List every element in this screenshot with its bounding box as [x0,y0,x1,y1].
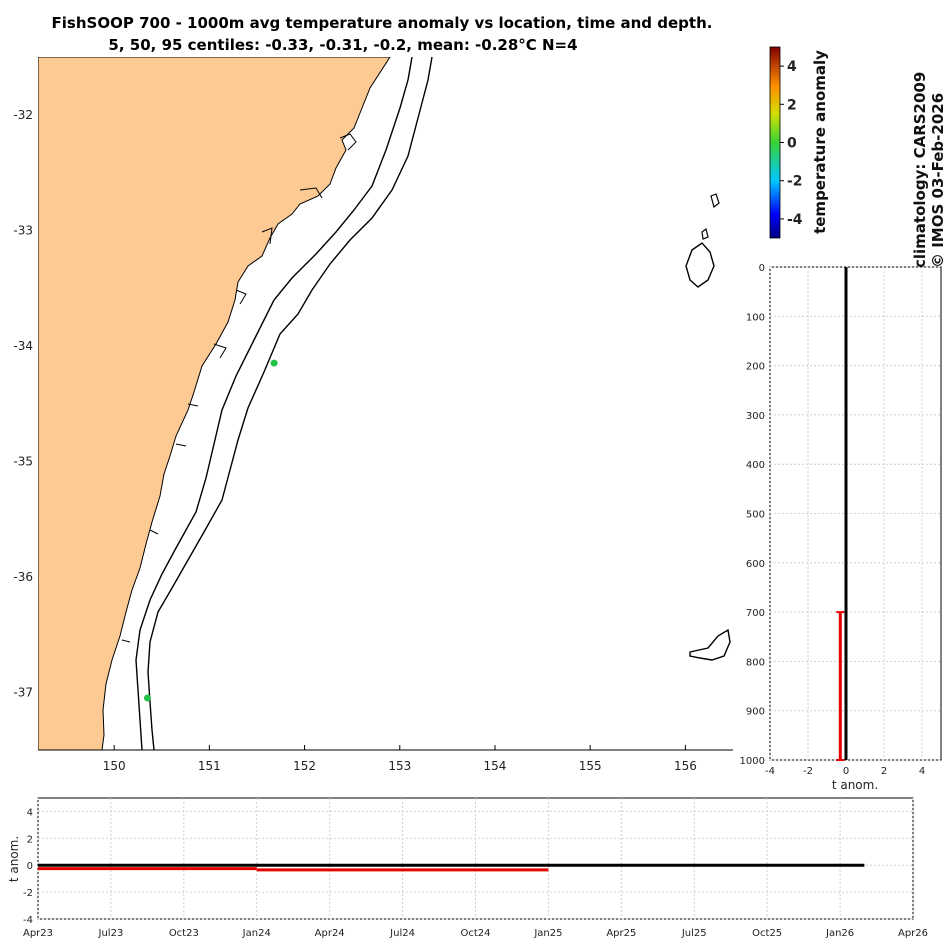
ts-xtick-label: Apr25 [606,928,636,939]
offshore-island-south [689,628,731,661]
map-ytick-label: -34 [13,339,33,353]
ts-ytick-label: -2 [23,888,33,899]
profile-xtick-label: -2 [803,766,813,777]
colorbar-tick-label: -4 [787,212,803,228]
ts-ytick-label: -4 [23,915,33,926]
profile-ytick-label: 100 [746,312,765,323]
map-data-point [143,694,151,702]
map-panel: 150 151 152 153 154 155 156 -32 -33 -34 -35 -36 -37 [13,57,733,773]
ts-xtick-label: Jan24 [242,928,271,939]
map-ytick-label: -33 [13,223,33,237]
ts-xtick-label: Apr24 [315,928,345,939]
profile-ytick-label: 1000 [740,756,765,767]
profile-ytick-label: 200 [746,362,765,373]
profile-xtick-label: 2 [881,766,887,777]
depth-contour-inner [135,57,413,750]
colorbar-tick-label: 2 [787,97,797,113]
map-ytick-label: -35 [13,454,33,468]
timeseries-ylabel: t anom. [7,836,21,882]
profile-ytick-label: 700 [746,608,765,619]
coastline-land [38,57,391,750]
ts-xtick-label: Oct25 [752,928,782,939]
offshore-islet-2 [701,227,709,240]
profile-ytick-label: 800 [746,657,765,668]
offshore-island-north [685,242,715,288]
coast-detail [121,133,357,643]
colorbar-gradient [769,46,781,239]
colorbar-label: temperature anomaly [811,50,829,234]
profile-ytick-label: 600 [746,559,765,570]
offshore-islet-1 [710,193,720,209]
profile-ytick-label: 0 [759,263,765,274]
profile-ytick-label: 300 [746,411,765,422]
profile-ytick-label: 400 [746,460,765,471]
map-xtick-label: 154 [484,759,507,773]
ts-ytick-label: 0 [27,861,33,872]
ts-ytick-label: 4 [27,807,33,818]
ts-xtick-label: Jul24 [389,928,415,939]
map-ytick-label: -36 [13,570,33,584]
map-data-point [270,359,278,367]
colorbar: 4 2 0 -2 -4 temperature anomaly [769,46,829,239]
profile-xlabel: t anom. [832,778,878,792]
ts-xtick-label: Jan25 [533,928,562,939]
ts-xtick-label: Oct23 [169,928,199,939]
map-xtick-label: 151 [198,759,221,773]
ts-xtick-label: Apr26 [898,928,928,939]
credit-climatology: climatology: CARS2009 [911,72,929,268]
map-ytick-label: -32 [13,108,33,122]
profile-ytick-label: 500 [746,510,765,521]
ts-xtick-label: Apr23 [23,928,53,939]
ts-xtick-label: Jan26 [825,928,854,939]
map-xtick-label: 153 [388,759,411,773]
time-series-panel: Apr23 Jul23 Oct23 Jan24 Apr24 Jul24 Oct24 Jan25… [7,797,928,939]
ts-ytick-label: 2 [27,834,33,845]
ts-xtick-label: Jul23 [98,928,124,939]
profile-xtick-label: 0 [843,766,849,777]
ts-xtick-label: Oct24 [460,928,490,939]
map-xtick-label: 156 [674,759,697,773]
colorbar-tick-label: 0 [787,136,797,152]
colorbar-tick-label: 4 [787,59,797,75]
ts-xtick-label: Jul25 [681,928,707,939]
profile-xtick-label: -4 [765,766,775,777]
credit-imos: © IMOS 03-Feb-2026 [929,93,947,268]
map-ytick-label: -37 [13,685,33,699]
depth-contour-outer [147,57,433,750]
map-xtick-label: 155 [579,759,602,773]
profile-xtick-label: 4 [919,766,925,777]
chart-title-line-1: FishSOOP 700 - 1000m avg temperature ano… [52,14,713,32]
colorbar-tick-label: -2 [787,174,803,190]
map-xtick-label: 150 [103,759,126,773]
profile-ytick-label: 900 [746,707,765,718]
chart-title-line-2: 5, 50, 95 centiles: -0.33, -0.31, -0.2, … [108,36,577,54]
map-xtick-label: 152 [293,759,316,773]
